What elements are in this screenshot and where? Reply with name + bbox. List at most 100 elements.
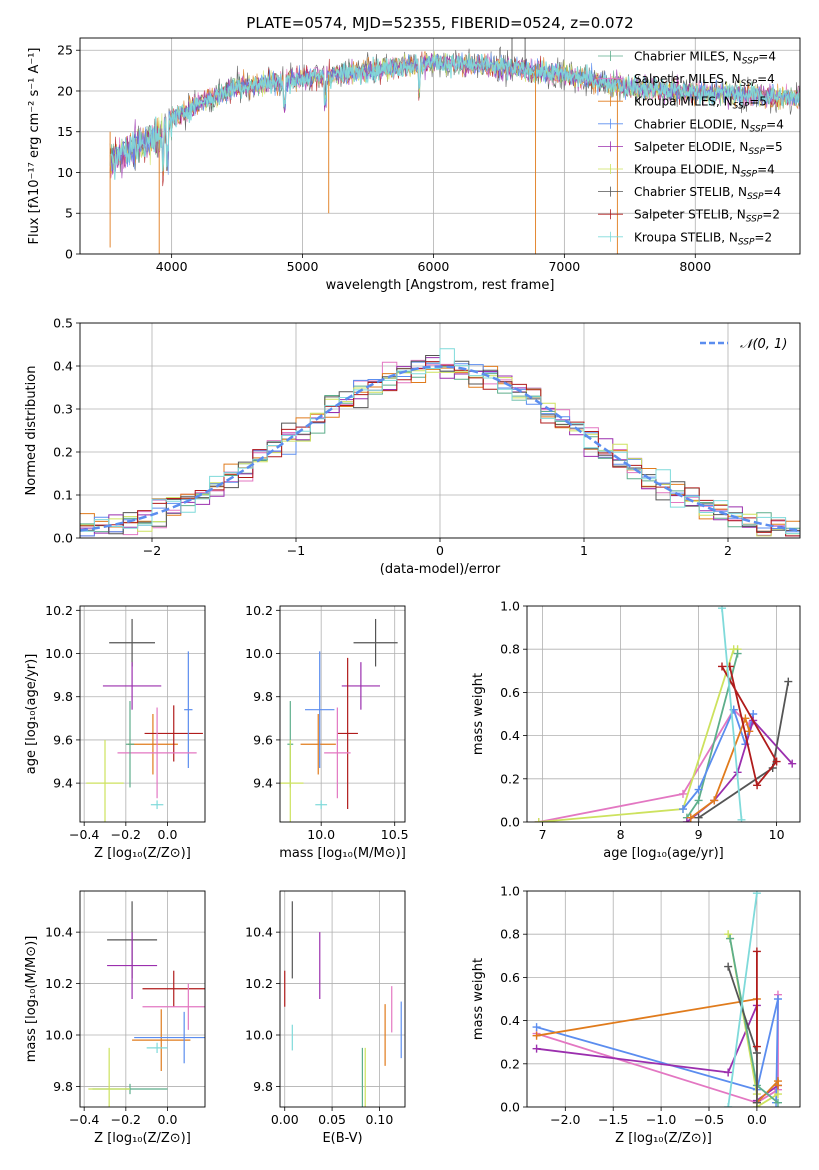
series-point-salpeter_stelib [752,1042,761,1051]
plot-area [80,891,205,1107]
x-tick-label: −2 [143,543,161,558]
y-tick-label: 9.8 [53,689,73,704]
y-tick-label: 15 [57,124,73,139]
x-tick-label: 6000 [418,259,450,274]
y-tick-label: 10.2 [245,603,273,618]
spectrum-line-chabrier_elodie [109,52,800,175]
series-line-kroupa_stelib [721,608,743,820]
series-point-salpeter_elodie [532,1044,541,1053]
y-axis-label: mass weight [471,673,486,755]
x-tick-label: 1 [580,543,588,558]
series-point-kroupa_stelib [718,606,726,613]
series-line-kroupa_miles [536,997,779,1105]
y-axis-label: mass weight [471,958,486,1040]
series-point-kroupa_miles [773,1081,782,1090]
spectrum-line-kroupa_stelib [109,53,800,180]
x-tick-label: 8000 [679,259,711,274]
axes-frame [79,322,801,539]
y-tick-label: 9.8 [253,1079,273,1094]
axes-frame [279,605,406,823]
x-tick-label: −0.5 [694,1112,724,1127]
y-tick-label: 10.2 [245,976,273,991]
series-point-salpeter_elodie [788,759,797,768]
x-tick-label: 10.0 [307,827,335,842]
y-tick-label: 0.0 [53,531,73,546]
y-axis-label: mass [log₁₀(M/M⊙)] [24,936,39,1063]
legend-label-chabrier_elodie: Chabrier ELODIE, NSSP=4 [634,117,784,134]
plot-area [80,323,800,538]
x-tick-label: 0 [436,543,444,558]
series-line-kroupa_stelib [727,893,758,1107]
y-tick-label: 10.4 [45,925,73,940]
x-tick-label: 7 [539,827,547,842]
x-axis-label: Z [log₁₀(Z/Z⊙)] [94,1131,191,1146]
series-point-kroupa_elodie [773,1090,782,1099]
x-axis-label: E(B-V) [322,1131,362,1146]
legend-label-chabrier_stelib: Chabrier STELIB, NSSP=4 [634,185,781,202]
plot-area [280,606,405,822]
y-tick-label: 0.5 [53,316,73,331]
plot-area [527,606,800,822]
y-tick-label: 5 [65,206,73,221]
series-point-salpeter_stelib [718,662,726,671]
panel-mass_weight_vs_age: 7 8 9 10 0.0 0.2 0.4 0.6 0.8 1.0 age [log₁₀(age/yr… [471,599,801,861]
y-tick-label: 10.0 [245,646,273,661]
series-point-kroupa_miles [686,813,695,822]
legend-label-gaussian: 𝒩(0, 1) [740,337,787,352]
axes-frame [79,605,206,823]
series-point-salpeter_elodie [724,1068,733,1077]
panel-mass_vs_Z: −0.4 −0.2 0.0 9.8 10.0 10.2 10.4 Z [log₁₀(Z/Z⊙)… [24,890,206,1146]
y-tick-label: 10 [57,165,73,180]
legend-label-kroupa_stelib: Kroupa STELIB, NSSP=2 [634,230,772,247]
series-point-chabrier_miles [733,649,742,658]
x-axis-label: Z [log₁₀(Z/Z⊙)] [94,846,191,861]
y-tick-label: 9.6 [253,732,273,747]
series-point-chabrier_stelib [724,962,733,971]
x-tick-label: 10.5 [381,827,409,842]
series-point-chabrier_elodie [532,1023,541,1032]
x-axis-label: mass [log₁₀(M/M⊙)] [279,846,406,861]
y-tick-label: 10.2 [45,976,73,991]
axes-frame [79,890,206,1108]
chart-title: PLATE=0574, MJD=52355, FIBERID=0524, z=0… [246,14,633,32]
axes-frame [526,605,801,823]
y-tick-label: 0.3 [53,402,73,417]
legend-label-kroupa_elodie: Kroupa ELODIE, NSSP=4 [634,163,775,180]
plot-area [80,606,205,822]
x-tick-label: −0.2 [111,1112,141,1127]
series-point-chabrier_stelib [784,677,793,686]
y-axis-label: age [log₁₀(age/yr)] [24,654,39,775]
panel-residuals: −2 −1 0 1 2 0.0 0.1 0.2 0.3 0.4 0.5 (data-model)/er… [24,316,801,577]
series-point-kroupa_stelib [752,891,761,898]
series-point-kroupa_stelib [737,815,746,822]
y-tick-label: 9.8 [253,689,273,704]
y-tick-label: 9.6 [53,732,73,747]
y-tick-label: 0.2 [500,1056,520,1071]
y-tick-label: 10.0 [45,1028,73,1043]
axes-frame [526,890,801,1108]
series-point-salpeter_stelib [772,757,781,766]
series-point-chabrier_miles [773,1098,782,1107]
series-point-salpeter_stelib [753,781,762,790]
y-axis-label: Normed distribution [24,366,39,496]
series-point-kroupa_elodie [534,818,543,822]
x-tick-label: 4000 [156,259,188,274]
x-tick-label: −0.2 [111,827,141,842]
x-tick-label: −1.5 [598,1112,628,1127]
x-tick-label: −2.0 [550,1112,580,1127]
panel-mass_weight_vs_Z: −2.0 −1.5 −1.0 −0.5 0.0 0.0 0.2 0.4 0.6 0.8 1.0 Z [… [471,884,801,1146]
series-point-kroupa_miles [710,796,719,805]
y-tick-label: 0.6 [500,685,520,700]
y-tick-label: 0.8 [500,927,520,942]
series-point-chabrier_stelib [694,813,703,822]
x-tick-label: 0.0 [158,827,178,842]
legend-label-salpeter_stelib: Salpeter STELIB, NSSP=2 [634,208,780,225]
y-tick-label: 0 [65,247,73,262]
series-point-kroupa_elodie [724,930,733,939]
series-point-salpeter_miles [679,789,687,798]
plot-area [280,891,405,1107]
y-tick-label: 1.0 [500,599,520,614]
x-tick-label: −1 [287,543,305,558]
y-tick-label: 9.4 [253,776,273,791]
series-line-chabrier_elodie [536,998,779,1103]
